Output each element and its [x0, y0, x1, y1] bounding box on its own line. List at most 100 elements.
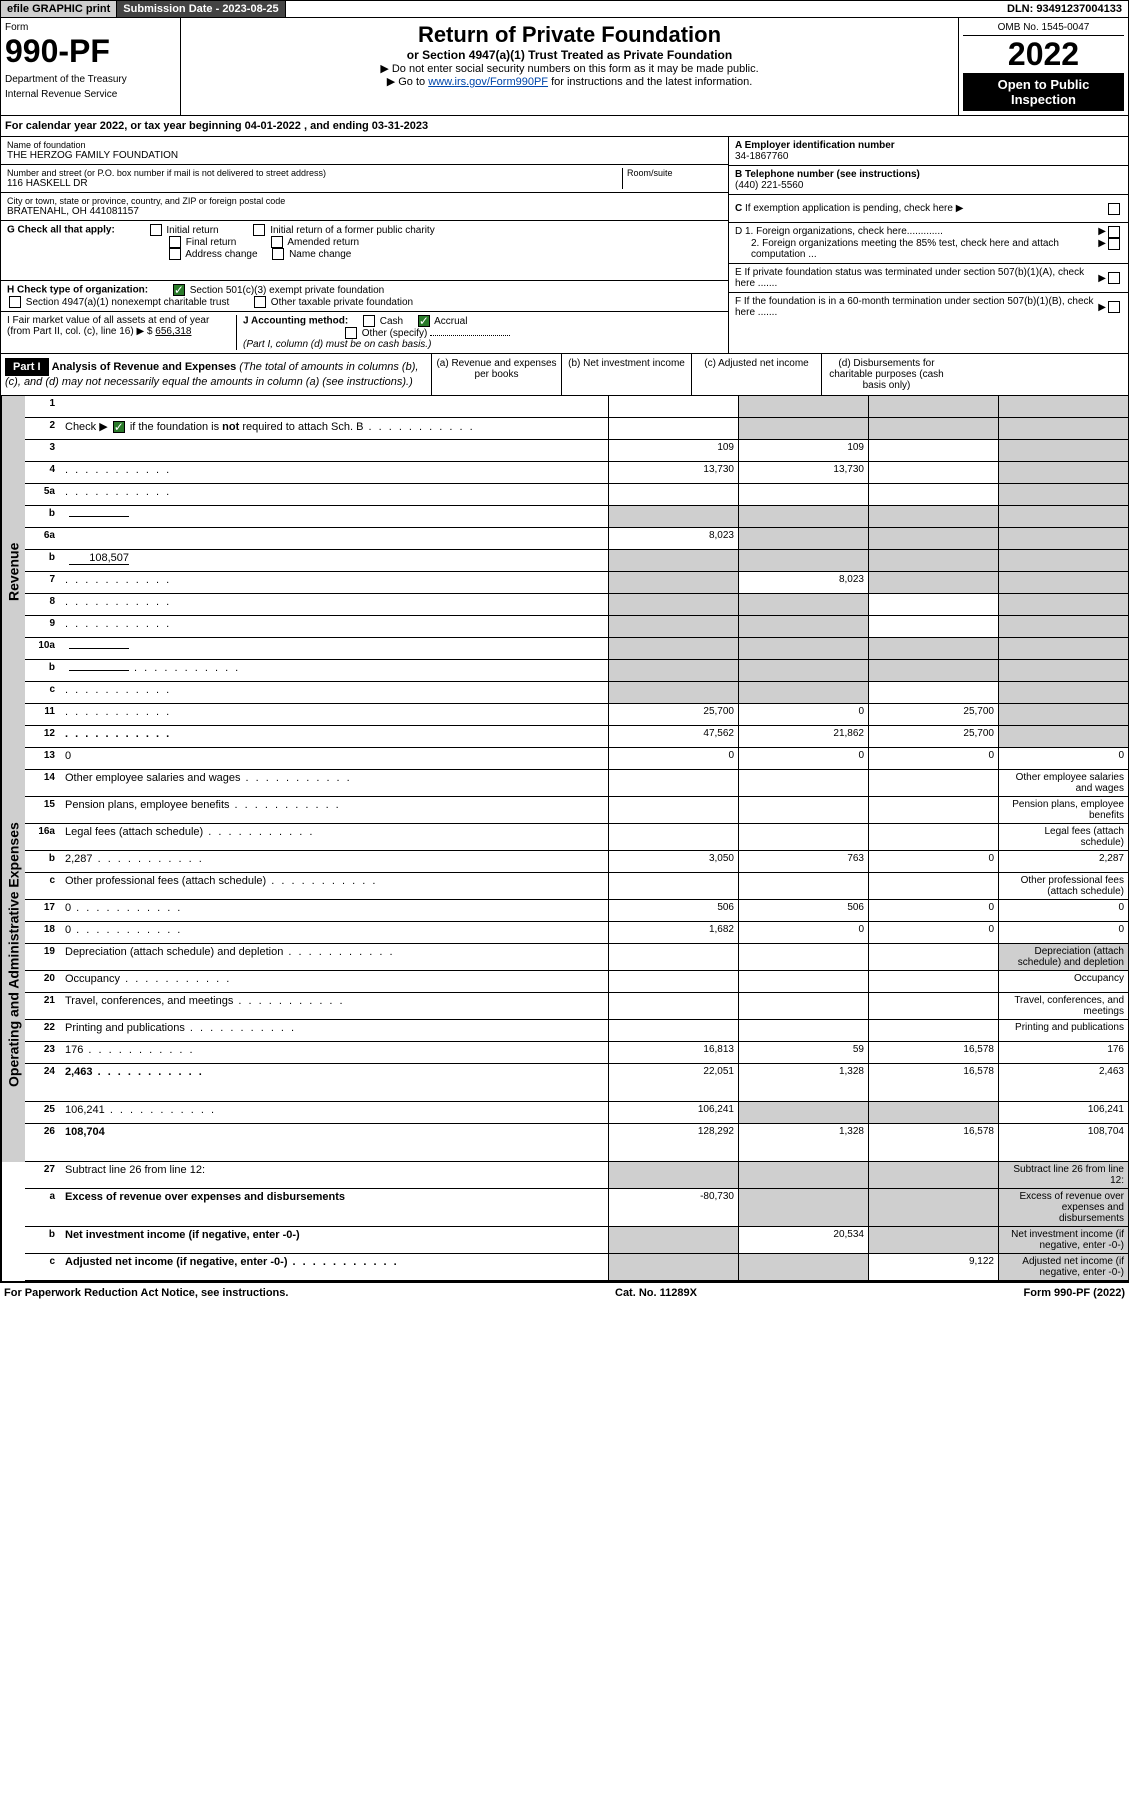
line-3: 3 109 109: [25, 440, 1129, 462]
paperwork-notice: For Paperwork Reduction Act Notice, see …: [4, 1287, 288, 1299]
cash-checkbox[interactable]: [363, 315, 375, 327]
calendar-year-row: For calendar year 2022, or tax year begi…: [0, 116, 1129, 137]
irs-label: Internal Revenue Service: [5, 89, 176, 100]
status-terminated-checkbox[interactable]: [1108, 272, 1120, 284]
ssn-note: ▶ Do not enter social security numbers o…: [185, 62, 954, 75]
line-25: 25 106,241 106,241 106,241: [25, 1102, 1129, 1124]
501c3-checkbox[interactable]: [173, 284, 185, 296]
bottom-section: 27 Subtract line 26 from line 12: Subtra…: [0, 1162, 1129, 1283]
initial-former-checkbox[interactable]: [253, 224, 265, 236]
line-b: b 2,287 3,050 763 0 2,287: [25, 851, 1129, 873]
line-8: 8: [25, 594, 1129, 616]
85pct-checkbox[interactable]: [1108, 238, 1120, 250]
line-22: 22 Printing and publications Printing an…: [25, 1020, 1129, 1042]
line-2: 2 Check ▶ if the foundation is not requi…: [25, 418, 1129, 440]
cat-no: Cat. No. 11289X: [615, 1287, 697, 1299]
phone-value: (440) 221-5560: [735, 180, 803, 191]
form-header: Form 990-PF Department of the Treasury I…: [0, 18, 1129, 116]
line-18: 18 0 1,682 0 0 0: [25, 922, 1129, 944]
omb-number: OMB No. 1545-0047: [963, 22, 1124, 36]
d1-label: D 1. Foreign organizations, check here..…: [735, 226, 1098, 238]
line-b: b 108,507: [25, 550, 1129, 572]
line-16a: 16a Legal fees (attach schedule) Legal f…: [25, 824, 1129, 851]
page-footer: For Paperwork Reduction Act Notice, see …: [0, 1283, 1129, 1303]
foundation-name-label: Name of foundation: [7, 140, 722, 150]
line-19: 19 Depreciation (attach schedule) and de…: [25, 944, 1129, 971]
line-14: 14 Other employee salaries and wages Oth…: [25, 770, 1129, 797]
submission-date: Submission Date - 2023-08-25: [117, 1, 285, 17]
col-c-header: (c) Adjusted net income: [691, 354, 821, 395]
line-c: c Other professional fees (attach schedu…: [25, 873, 1129, 900]
line-21: 21 Travel, conferences, and meetings Tra…: [25, 993, 1129, 1020]
other-taxable-checkbox[interactable]: [254, 296, 266, 308]
line-27: 27 Subtract line 26 from line 12: Subtra…: [25, 1162, 1129, 1189]
dept-treasury: Department of the Treasury: [5, 74, 176, 85]
line-11: 11 25,700 0 25,700: [25, 704, 1129, 726]
city-label: City or town, state or province, country…: [7, 196, 722, 206]
name-change-checkbox[interactable]: [272, 248, 284, 260]
line-26: 26 108,704 128,292 1,328 16,578 108,704: [25, 1124, 1129, 1162]
line-10a: 10a: [25, 638, 1129, 660]
tax-year: 2022: [963, 36, 1124, 73]
goto-note: ▶ Go to www.irs.gov/Form990PF for instru…: [185, 75, 954, 88]
form-ref: Form 990-PF (2022): [1024, 1287, 1125, 1299]
fmv-value: 656,318: [155, 326, 191, 337]
line-13: 13 0 0 0 0 0: [25, 748, 1129, 770]
address-change-checkbox[interactable]: [169, 248, 181, 260]
open-public-badge: Open to Public Inspection: [963, 73, 1124, 111]
ein-label: A Employer identification number: [735, 140, 895, 151]
60month-checkbox[interactable]: [1108, 301, 1120, 313]
col-b-header: (b) Net investment income: [561, 354, 691, 395]
revenue-label: Revenue: [1, 396, 25, 748]
line-24: 24 2,463 22,051 1,328 16,578 2,463: [25, 1064, 1129, 1102]
line-c: c: [25, 682, 1129, 704]
dln: DLN: 93491237004133: [1001, 1, 1128, 17]
line-17: 17 0 506 506 0 0: [25, 900, 1129, 922]
revenue-section: Revenue 1 2 Check ▶ if the foundation is…: [0, 396, 1129, 748]
opex-label: Operating and Administrative Expenses: [1, 748, 25, 1162]
ein-value: 34-1867760: [735, 151, 788, 162]
d2-label: 2. Foreign organizations meeting the 85%…: [751, 238, 1098, 260]
other-method-checkbox[interactable]: [345, 327, 357, 339]
exemption-pending-checkbox[interactable]: [1108, 203, 1120, 215]
form-title: Return of Private Foundation: [185, 22, 954, 48]
line-b: b Net investment income (if negative, en…: [25, 1227, 1129, 1254]
line-5a: 5a: [25, 484, 1129, 506]
foreign-org-checkbox[interactable]: [1108, 226, 1120, 238]
expenses-section: Operating and Administrative Expenses 13…: [0, 748, 1129, 1162]
line-c: c Adjusted net income (if negative, ente…: [25, 1254, 1129, 1281]
part1-title: Analysis of Revenue and Expenses: [52, 361, 237, 373]
address: 116 HASKELL DR: [7, 178, 622, 189]
accrual-checkbox[interactable]: [418, 315, 430, 327]
foundation-name: THE HERZOG FAMILY FOUNDATION: [7, 150, 722, 161]
line-b: b: [25, 506, 1129, 528]
f-label: F If the foundation is in a 60-month ter…: [735, 296, 1098, 318]
final-return-checkbox[interactable]: [169, 236, 181, 248]
h-label: H Check type of organization:: [7, 285, 148, 296]
form-number: 990-PF: [5, 33, 176, 70]
line-7: 7 8,023: [25, 572, 1129, 594]
form-label: Form: [5, 22, 176, 33]
form990pf-link[interactable]: www.irs.gov/Form990PF: [428, 76, 548, 88]
entity-info: Name of foundation THE HERZOG FAMILY FOU…: [0, 137, 1129, 354]
form-subtitle: or Section 4947(a)(1) Trust Treated as P…: [185, 48, 954, 62]
col-d-header: (d) Disbursements for charitable purpose…: [821, 354, 951, 395]
c-label: C If exemption application is pending, c…: [735, 203, 1106, 214]
room-label: Room/suite: [627, 168, 722, 178]
top-bar: efile GRAPHIC print Submission Date - 20…: [0, 0, 1129, 18]
amended-return-checkbox[interactable]: [271, 236, 283, 248]
phone-label: B Telephone number (see instructions): [735, 169, 920, 180]
part1-header-row: Part I Analysis of Revenue and Expenses …: [0, 354, 1129, 396]
j-label: J Accounting method:: [243, 316, 348, 327]
line-20: 20 Occupancy Occupancy: [25, 971, 1129, 993]
initial-return-checkbox[interactable]: [150, 224, 162, 236]
line-1: 1: [25, 396, 1129, 418]
g-label: G Check all that apply:: [7, 225, 115, 236]
line-23: 23 176 16,813 59 16,578 176: [25, 1042, 1129, 1064]
city-state-zip: BRATENAHL, OH 441081157: [7, 206, 722, 217]
efile-print-button[interactable]: efile GRAPHIC print: [1, 1, 117, 17]
address-label: Number and street (or P.O. box number if…: [7, 168, 622, 178]
line-9: 9: [25, 616, 1129, 638]
e-label: E If private foundation status was termi…: [735, 267, 1098, 289]
4947-checkbox[interactable]: [9, 296, 21, 308]
